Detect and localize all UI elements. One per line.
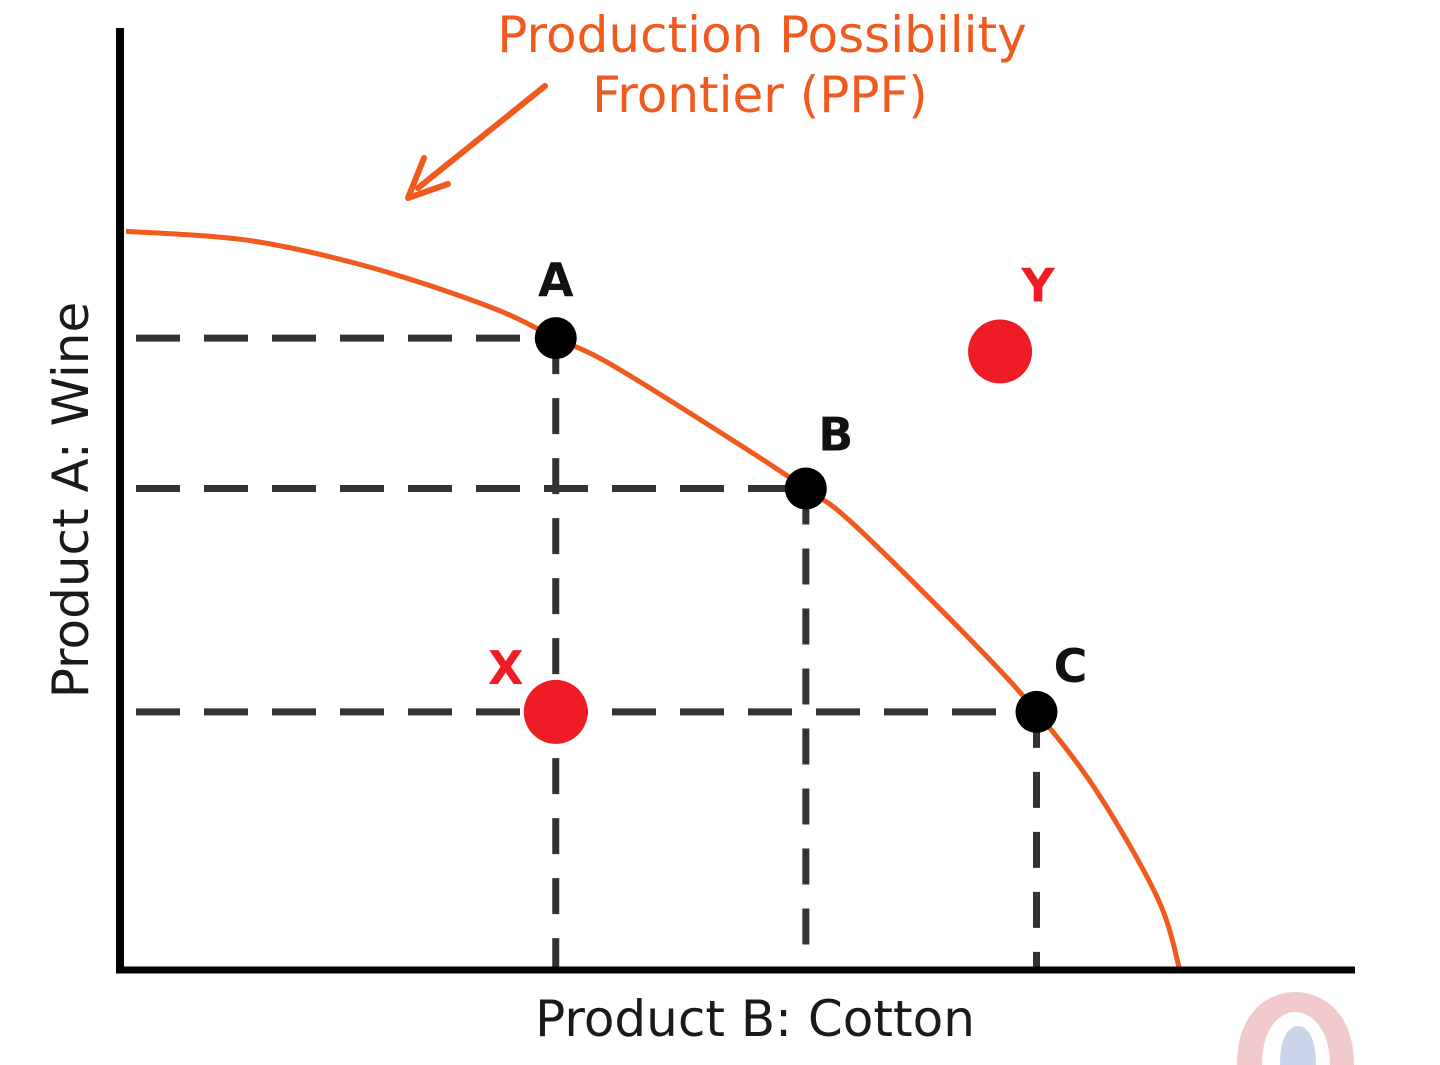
point-x bbox=[523, 679, 588, 744]
point-label-b: B bbox=[818, 408, 853, 462]
point-c bbox=[1015, 690, 1058, 733]
ppf-title-line-2: Frontier (PPF) bbox=[592, 66, 928, 124]
point-label-a: A bbox=[538, 253, 574, 307]
ppf-title-line-1: Production Possibility bbox=[497, 6, 1026, 64]
y-axis-label: Product A: Wine bbox=[42, 302, 100, 698]
data-points: A B C X Y bbox=[488, 253, 1087, 744]
point-label-x: X bbox=[488, 641, 523, 695]
point-a bbox=[534, 317, 577, 360]
point-b bbox=[784, 467, 827, 510]
point-label-c: C bbox=[1054, 639, 1088, 693]
point-label-y: Y bbox=[1020, 258, 1055, 312]
point-y bbox=[968, 319, 1033, 384]
x-axis-label: Product B: Cotton bbox=[535, 990, 975, 1048]
watermark-logo bbox=[1237, 992, 1354, 1065]
ppf-curve bbox=[125, 228, 1183, 971]
axes bbox=[116, 28, 1355, 974]
guide-lines bbox=[136, 334, 1040, 970]
title-arrow bbox=[405, 83, 548, 201]
